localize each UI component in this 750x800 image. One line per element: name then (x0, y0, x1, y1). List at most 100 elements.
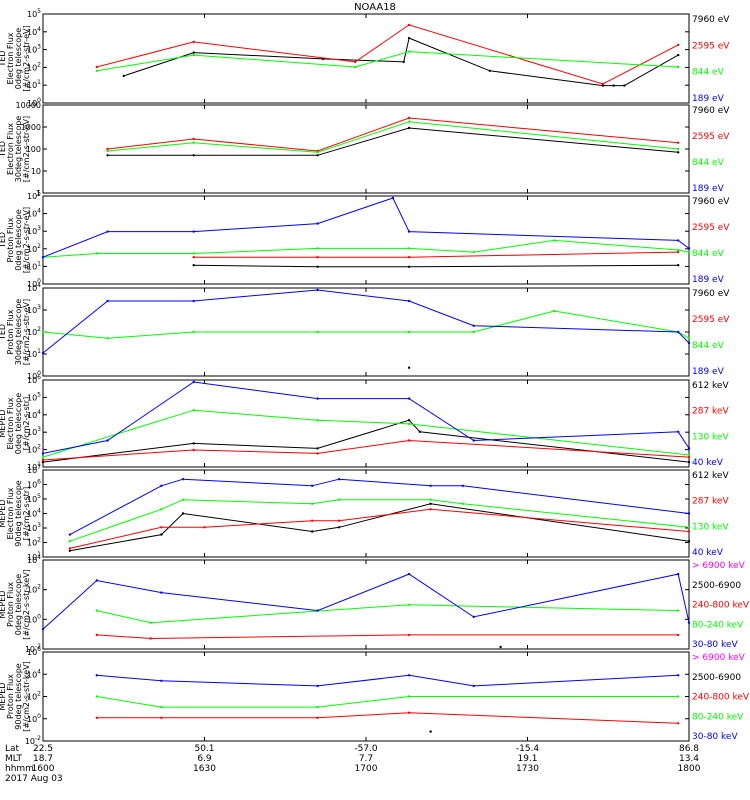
panel-2: 1 10 100 1000 10000 TEDElectron Flux30deg tel… (0, 101, 730, 198)
data-point (160, 716, 163, 719)
data-point (106, 147, 109, 151)
data-point (160, 526, 163, 529)
data-point (407, 439, 411, 442)
data-point (407, 397, 411, 400)
legend-entry: 30-80 keV (692, 640, 738, 650)
y-tick-label: 104 (27, 26, 41, 37)
y-tick-label: 104 (27, 508, 41, 519)
data-point (407, 419, 411, 422)
data-point (316, 716, 319, 719)
series-612-kev (68, 502, 691, 552)
data-point (623, 84, 626, 87)
data-point (106, 230, 109, 233)
data-point (95, 69, 99, 73)
data-point (687, 247, 691, 250)
data-point (192, 299, 195, 303)
data-point (95, 65, 99, 69)
data-point (41, 452, 45, 455)
data-point (407, 422, 411, 426)
y-tick-label: 103 (27, 225, 41, 236)
series-130-kev (41, 409, 691, 459)
data-point (354, 65, 357, 69)
data-point (106, 299, 109, 303)
series-844-ev (106, 120, 680, 154)
y-tick-label: 1000 (21, 123, 41, 132)
data-point (472, 615, 475, 619)
series-line (107, 121, 679, 153)
data-point (68, 540, 72, 543)
data-point (192, 51, 195, 54)
series-287-kev (68, 508, 691, 550)
legend-entry: 2595 eV (692, 315, 730, 325)
data-point (160, 679, 163, 682)
legend-entry: 130 keV (692, 432, 729, 442)
legend-entry: 130 keV (692, 522, 729, 532)
y-tick-label: 100 (26, 145, 41, 154)
data-point (181, 478, 185, 481)
series-612-kev (41, 419, 691, 464)
legend-entry: 7960 eV (692, 106, 730, 116)
data-point (337, 526, 341, 529)
y-tick-label: 10 (31, 167, 41, 176)
series-line (69, 499, 690, 542)
data-point (407, 674, 411, 677)
series-line (193, 264, 679, 268)
data-point (192, 256, 195, 259)
data-point (149, 637, 152, 640)
y-tick-label: 101 (27, 551, 41, 562)
data-point (429, 498, 432, 501)
series-40-kev (68, 478, 691, 536)
data-point (95, 674, 99, 677)
y-tick-label: 1 (36, 189, 41, 198)
panel-5: 101 102 103 104 105 106 MEPEDElectron Flux0deg… (0, 374, 729, 472)
series-240-800-kev (95, 633, 680, 640)
data-point (461, 502, 465, 505)
data-point (41, 256, 45, 259)
data-point (192, 40, 195, 44)
data-point (687, 453, 691, 457)
x-tick-label: -15.4 (516, 744, 540, 754)
series-240-800-kev (95, 711, 680, 725)
data-point (407, 265, 411, 268)
legend-entry: 844 eV (692, 249, 725, 259)
series-287-kev (41, 439, 691, 462)
data-point (407, 366, 411, 369)
data-point (499, 645, 502, 649)
series-2595-ev (106, 116, 680, 153)
y-axis-label: TEDElectron Flux30deg telescope[#/cm2-s-… (0, 116, 31, 183)
data-point (316, 154, 319, 157)
data-point (316, 151, 319, 154)
legend-entry: 287 keV (692, 407, 729, 417)
legend-entry: 612 keV (692, 471, 729, 481)
data-point (677, 430, 680, 433)
data-point (95, 695, 99, 698)
x-row-label: hhmm (5, 764, 34, 774)
data-point (687, 460, 691, 464)
data-point (429, 508, 432, 511)
data-point (488, 69, 491, 73)
series-40-kev (41, 380, 691, 455)
y-axis-label: TEDProton Flux30deg telescope[#/cm2-s-st… (0, 299, 31, 366)
data-point (407, 711, 411, 714)
x-tick-label: 22.5 (33, 744, 53, 754)
data-point (311, 519, 314, 522)
data-point (472, 324, 475, 327)
y-tick-label: 102 (27, 691, 41, 702)
y-tick-label: 106 (27, 479, 41, 490)
y-axis-label: TEDElectron Flux0deg telescope[#/cm2-s-s… (0, 25, 31, 91)
legend-entry: 844 eV (692, 68, 725, 78)
y-tick-label: 107 (27, 464, 41, 475)
series-line (42, 573, 690, 630)
data-point (407, 230, 411, 233)
panel-6: 101 102 103 104 105 106 107 MEPEDElectron Flux9… (0, 464, 729, 562)
y-tick-label: 104 (27, 668, 41, 679)
panel-4: 100 101 102 103 104 TEDProton Flux30deg teles… (0, 282, 730, 381)
y-tick-label: 101 (27, 260, 41, 271)
series-7960-ev (122, 36, 680, 87)
legend-entry: 240-800 keV (692, 601, 750, 611)
data-point (601, 82, 605, 86)
data-point (407, 695, 411, 698)
data-point (687, 341, 691, 345)
x-row-label: MLT (5, 754, 23, 764)
